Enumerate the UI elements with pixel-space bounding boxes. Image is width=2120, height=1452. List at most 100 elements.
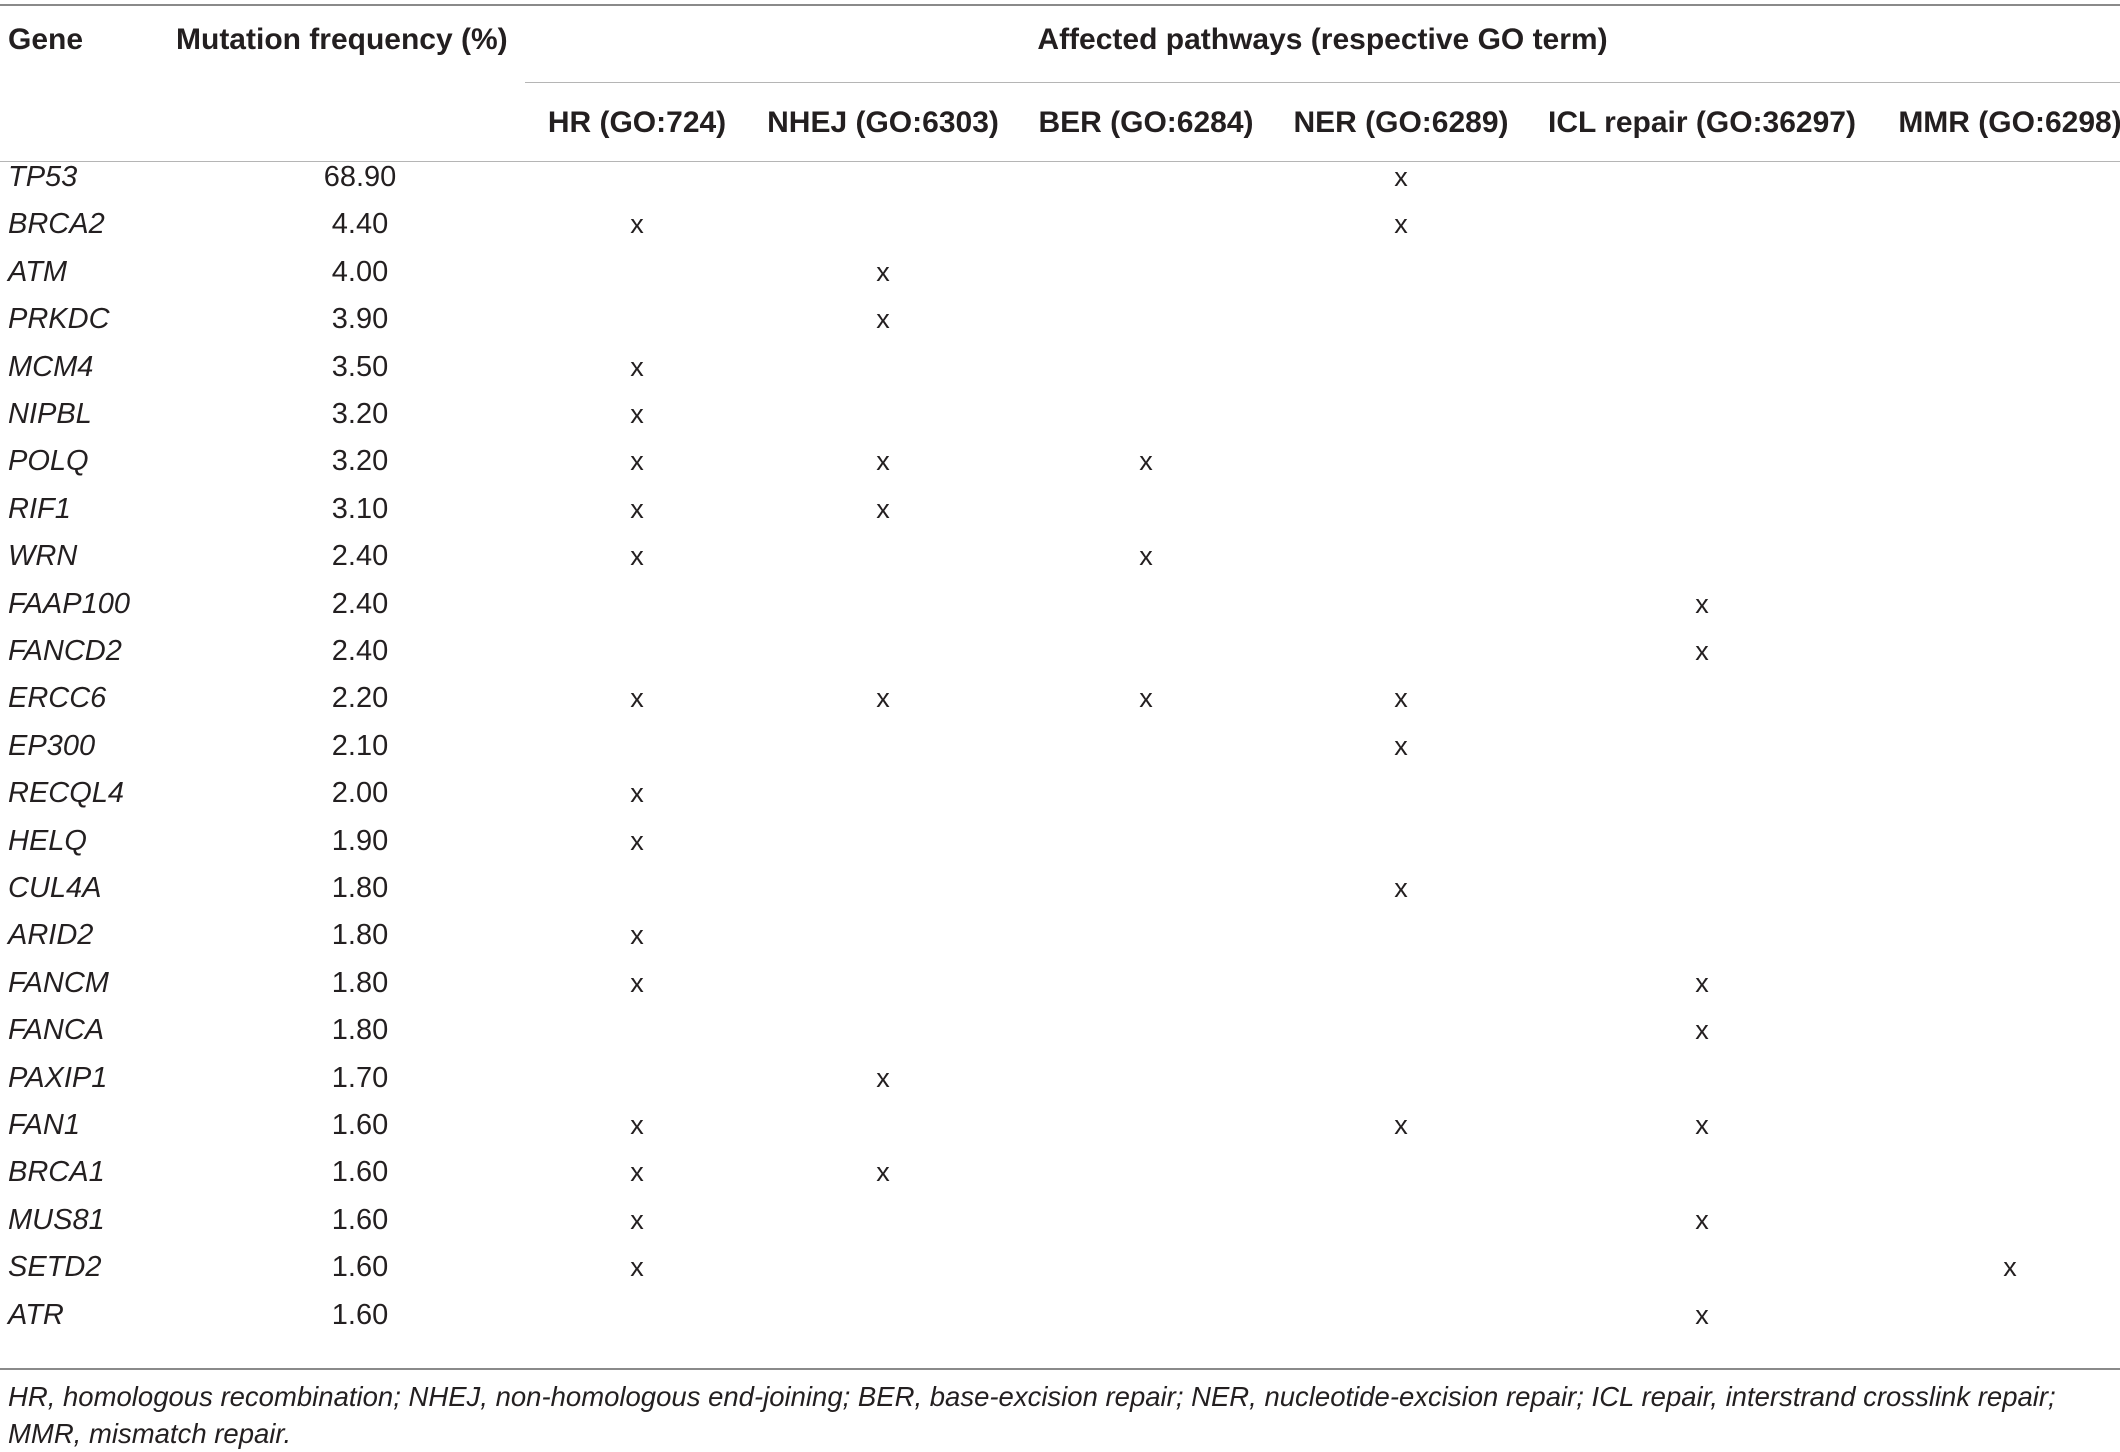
mutation-frequency: 2.40 (331, 540, 389, 573)
header-pathway-0: HR (GO:724) (547, 106, 727, 139)
pathway-mark: x (630, 1110, 644, 1140)
mutation-frequency: 3.90 (331, 303, 389, 336)
gene-name: ARID2 (8, 919, 94, 952)
mutation-frequency: 1.80 (331, 872, 389, 904)
pathway-mark: x (1695, 588, 1709, 619)
header-pathway-2: BER (GO:6284) (1038, 106, 1254, 139)
pathway-mark: x (630, 967, 644, 998)
gene-name: TP53 (8, 161, 78, 193)
pathway-mark: x (630, 778, 644, 809)
gene-name: BRCA1 (8, 1156, 105, 1189)
mutation-frequency: 3.10 (331, 492, 389, 525)
mutation-frequency: 1.60 (331, 1298, 389, 1331)
mutation-frequency: 1.80 (331, 966, 389, 999)
pathway-mark: x (876, 256, 890, 287)
mutation-frequency: 1.70 (331, 1061, 389, 1094)
gene-name: RECQL4 (8, 777, 125, 810)
gene-name: FAN1 (8, 1109, 80, 1141)
gene-name: MUS81 (8, 1203, 105, 1236)
gene-name: RIF1 (8, 492, 71, 525)
pathway-mark: x (1394, 730, 1408, 761)
pathway-mark: x (1394, 873, 1408, 903)
pathway-mark: x (1394, 683, 1408, 714)
gene-name: FANCM (8, 966, 109, 999)
pathway-mark: x (876, 1062, 890, 1093)
pathway-mark: x (876, 493, 890, 524)
gene-name: NIPBL (8, 398, 92, 430)
pathway-mark: x (630, 446, 644, 477)
mutation-frequency: 1.80 (331, 919, 389, 952)
gene-name: CUL4A (8, 872, 102, 904)
table-bottom-rule (0, 1368, 2120, 1370)
pathway-mark: x (1139, 683, 1153, 714)
mutation-frequency: 68.90 (323, 161, 397, 193)
header-mutation-frequency: Mutation frequency (%) (176, 23, 508, 56)
pathway-mark: x (630, 920, 644, 951)
table-top-rule (0, 4, 2120, 6)
mutation-frequency: 1.60 (331, 1251, 389, 1284)
gene-name: FANCA (8, 1014, 105, 1047)
gene-name: WRN (8, 540, 78, 573)
pathway-mark: x (1139, 541, 1153, 572)
gene-name: EP300 (8, 729, 96, 762)
pathway-mark: x (630, 1157, 644, 1188)
gene-name: SETD2 (8, 1251, 102, 1284)
pathway-mark: x (1394, 209, 1408, 240)
pathway-mark: x (876, 304, 890, 335)
gene-name: POLQ (8, 445, 89, 478)
mutation-frequency: 1.80 (331, 1014, 389, 1047)
header-gene: Gene (8, 23, 84, 56)
pathway-mark: x (876, 683, 890, 714)
mutation-frequency: 1.60 (331, 1156, 389, 1189)
mutation-frequency: 3.20 (331, 398, 389, 430)
gene-name: PAXIP1 (8, 1061, 108, 1094)
pathway-mark: x (876, 1157, 890, 1188)
header-pathway-1: NHEJ (GO:6303) (767, 106, 999, 139)
mutation-frequency: 4.40 (331, 208, 389, 241)
pathway-mark: x (1695, 636, 1709, 666)
pathway-mark: x (1695, 1299, 1709, 1330)
gene-name: ATM (8, 255, 68, 288)
pathway-group-rule (525, 82, 2120, 83)
pathway-mark: x (1394, 1110, 1408, 1140)
header-affected-pathways: Affected pathways (respective GO term) (1037, 23, 1608, 56)
pathway-mark: x (1695, 1015, 1709, 1046)
gene-name: MCM4 (8, 350, 94, 383)
mutation-frequency: 2.00 (331, 777, 389, 810)
mutation-frequency: 2.40 (331, 587, 389, 620)
pathway-mark: x (1695, 967, 1709, 998)
gene-name: FANCD2 (8, 635, 122, 667)
mutation-frequency: 3.50 (331, 350, 389, 383)
pathway-mark: x (1695, 1110, 1709, 1140)
gene-name: PRKDC (8, 303, 110, 336)
pathway-mark: x (630, 209, 644, 240)
pathway-mark: x (630, 541, 644, 572)
pathway-mark: x (630, 351, 644, 382)
mutation-frequency: 4.00 (331, 255, 389, 288)
pathway-mark: x (630, 1252, 644, 1283)
pathway-mark: x (1394, 162, 1408, 192)
gene-name: HELQ (8, 824, 87, 857)
mutation-frequency: 1.90 (331, 824, 389, 857)
mutation-frequency: 2.20 (331, 682, 389, 715)
pathway-mark: x (630, 1204, 644, 1235)
pathway-mark: x (630, 683, 644, 714)
pathway-mark: x (1139, 446, 1153, 477)
pathway-mark: x (630, 399, 644, 429)
mutation-frequency: 3.20 (331, 445, 389, 478)
pathway-mark: x (876, 446, 890, 477)
table-footnote: HR, homologous recombination; NHEJ, non-… (8, 1381, 2056, 1449)
pathway-mark: x (630, 493, 644, 524)
gene-name: ERCC6 (8, 682, 107, 715)
pathway-mark: x (1695, 1204, 1709, 1235)
header-pathway-3: NER (GO:6289) (1293, 106, 1509, 139)
mutation-frequency: 1.60 (331, 1203, 389, 1236)
mutation-frequency: 1.60 (331, 1109, 389, 1141)
header-bottom-rule (0, 161, 2120, 162)
header-pathway-4: ICL repair (GO:36297) (1548, 106, 1856, 139)
gene-name: BRCA2 (8, 208, 105, 241)
pathway-mark: x (2003, 1252, 2017, 1283)
mutation-frequency: 2.40 (331, 635, 389, 667)
header-pathway-5: MMR (GO:6298) (1898, 106, 2120, 139)
